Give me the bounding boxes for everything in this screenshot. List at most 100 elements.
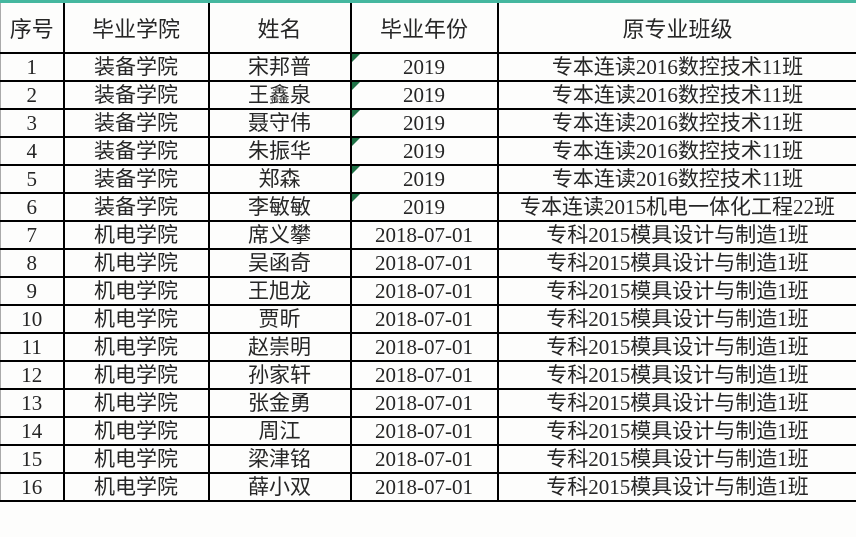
- cell-college: 机电学院: [62, 332, 210, 362]
- cell-class: 专科2015模具设计与制造1班: [496, 388, 856, 418]
- table-row: 4 装备学院 朱振华 2019 专本连读2016数控技术11班: [0, 136, 856, 166]
- cell-class: 专科2015模具设计与制造1班: [496, 416, 856, 446]
- cell-class: 专科2015模具设计与制造1班: [496, 220, 856, 250]
- header-no: 序号: [0, 3, 65, 54]
- cell-college: 装备学院: [62, 136, 210, 166]
- top-accent-bar: [0, 0, 856, 3]
- table-row: 16 机电学院 薛小双 2018-07-01 专科2015模具设计与制造1班: [0, 472, 856, 502]
- header-row: 序号 毕业学院 姓名 毕业年份 原专业班级: [0, 3, 856, 54]
- cell-class: 专本连读2016数控技术11班: [496, 80, 856, 110]
- header-college: 毕业学院: [62, 3, 210, 54]
- header-year: 毕业年份: [349, 3, 499, 54]
- cell-no: 14: [0, 416, 65, 446]
- cell-no: 2: [0, 80, 65, 110]
- cell-name: 聂守伟: [207, 108, 352, 138]
- cell-no: 9: [0, 276, 65, 306]
- table-row: 3 装备学院 聂守伟 2019 专本连读2016数控技术11班: [0, 108, 856, 138]
- cell-year: 2019: [349, 52, 499, 82]
- cell-no: 15: [0, 444, 65, 474]
- table-row: 13 机电学院 张金勇 2018-07-01 专科2015模具设计与制造1班: [0, 388, 856, 418]
- cell-name: 王鑫泉: [207, 80, 352, 110]
- table-row: 15 机电学院 梁津铭 2018-07-01 专科2015模具设计与制造1班: [0, 444, 856, 474]
- cell-name: 张金勇: [207, 388, 352, 418]
- cell-college: 装备学院: [62, 192, 210, 222]
- cell-year: 2018-07-01: [349, 276, 499, 306]
- table-row: 10 机电学院 贾昕 2018-07-01 专科2015模具设计与制造1班: [0, 304, 856, 334]
- cell-year: 2018-07-01: [349, 444, 499, 474]
- cell-no: 16: [0, 472, 65, 502]
- number-stored-as-text-triangle-icon: [352, 167, 360, 174]
- table-body: 1 装备学院 宋邦普 2019 专本连读2016数控技术11班 2 装备学院 王鑫泉 2019 专…: [0, 52, 856, 502]
- table-header: 序号 毕业学院 姓名 毕业年份 原专业班级: [0, 3, 856, 54]
- graduate-roster-table: 序号 毕业学院 姓名 毕业年份 原专业班级 1 装备学院 宋邦普 2019 专本连读20…: [0, 3, 856, 502]
- cell-name: 宋邦普: [207, 52, 352, 82]
- cell-no: 1: [0, 52, 65, 82]
- cell-class: 专科2015模具设计与制造1班: [496, 360, 856, 390]
- cell-class: 专本连读2016数控技术11班: [496, 164, 856, 194]
- cell-year: 2018-07-01: [349, 416, 499, 446]
- cell-class: 专本连读2016数控技术11班: [496, 108, 856, 138]
- cell-class: 专本连读2015机电一体化工程22班: [496, 192, 856, 222]
- cell-year: 2018-07-01: [349, 360, 499, 390]
- table-row: 14 机电学院 周江 2018-07-01 专科2015模具设计与制造1班: [0, 416, 856, 446]
- cell-college: 装备学院: [62, 108, 210, 138]
- cell-no: 3: [0, 108, 65, 138]
- table-row: 6 装备学院 李敏敏 2019 专本连读2015机电一体化工程22班: [0, 192, 856, 222]
- cell-class: 专科2015模具设计与制造1班: [496, 472, 856, 502]
- number-stored-as-text-triangle-icon: [352, 83, 360, 90]
- cell-college: 机电学院: [62, 220, 210, 250]
- cell-year: 2019: [349, 136, 499, 166]
- table-row: 7 机电学院 席义攀 2018-07-01 专科2015模具设计与制造1班: [0, 220, 856, 250]
- cell-name: 赵崇明: [207, 332, 352, 362]
- table-row: 9 机电学院 王旭龙 2018-07-01 专科2015模具设计与制造1班: [0, 276, 856, 306]
- cell-no: 13: [0, 388, 65, 418]
- cell-name: 周江: [207, 416, 352, 446]
- table-row: 2 装备学院 王鑫泉 2019 专本连读2016数控技术11班: [0, 80, 856, 110]
- cell-class: 专科2015模具设计与制造1班: [496, 304, 856, 334]
- cell-college: 装备学院: [62, 52, 210, 82]
- cell-name: 王旭龙: [207, 276, 352, 306]
- cell-class: 专科2015模具设计与制造1班: [496, 248, 856, 278]
- cell-college: 机电学院: [62, 304, 210, 334]
- table-row: 11 机电学院 赵崇明 2018-07-01 专科2015模具设计与制造1班: [0, 332, 856, 362]
- cell-no: 10: [0, 304, 65, 334]
- cell-no: 4: [0, 136, 65, 166]
- cell-name: 梁津铭: [207, 444, 352, 474]
- cell-class: 专科2015模具设计与制造1班: [496, 332, 856, 362]
- cell-class: 专科2015模具设计与制造1班: [496, 444, 856, 474]
- cell-year: 2018-07-01: [349, 220, 499, 250]
- cell-year: 2018-07-01: [349, 248, 499, 278]
- cell-year: 2019: [349, 108, 499, 138]
- cell-college: 机电学院: [62, 276, 210, 306]
- header-class: 原专业班级: [496, 3, 856, 54]
- cell-college: 机电学院: [62, 472, 210, 502]
- cell-college: 装备学院: [62, 80, 210, 110]
- cell-year: 2019: [349, 164, 499, 194]
- number-stored-as-text-triangle-icon: [352, 111, 360, 118]
- cell-class: 专本连读2016数控技术11班: [496, 52, 856, 82]
- number-stored-as-text-triangle-icon: [352, 139, 360, 146]
- cell-class: 专本连读2016数控技术11班: [496, 136, 856, 166]
- cell-no: 12: [0, 360, 65, 390]
- cell-college: 机电学院: [62, 248, 210, 278]
- cell-college: 机电学院: [62, 388, 210, 418]
- header-name: 姓名: [207, 3, 352, 54]
- cell-no: 5: [0, 164, 65, 194]
- cell-name: 李敏敏: [207, 192, 352, 222]
- cell-class: 专科2015模具设计与制造1班: [496, 276, 856, 306]
- cell-year: 2018-07-01: [349, 388, 499, 418]
- cell-name: 席义攀: [207, 220, 352, 250]
- cell-no: 11: [0, 332, 65, 362]
- number-stored-as-text-triangle-icon: [352, 55, 360, 62]
- cell-year: 2018-07-01: [349, 332, 499, 362]
- cell-name: 郑森: [207, 164, 352, 194]
- cell-name: 朱振华: [207, 136, 352, 166]
- cell-year: 2018-07-01: [349, 472, 499, 502]
- number-stored-as-text-triangle-icon: [352, 195, 360, 202]
- cell-year: 2019: [349, 192, 499, 222]
- cell-no: 6: [0, 192, 65, 222]
- cell-name: 孙家轩: [207, 360, 352, 390]
- cell-name: 薛小双: [207, 472, 352, 502]
- cell-college: 装备学院: [62, 164, 210, 194]
- cell-college: 机电学院: [62, 360, 210, 390]
